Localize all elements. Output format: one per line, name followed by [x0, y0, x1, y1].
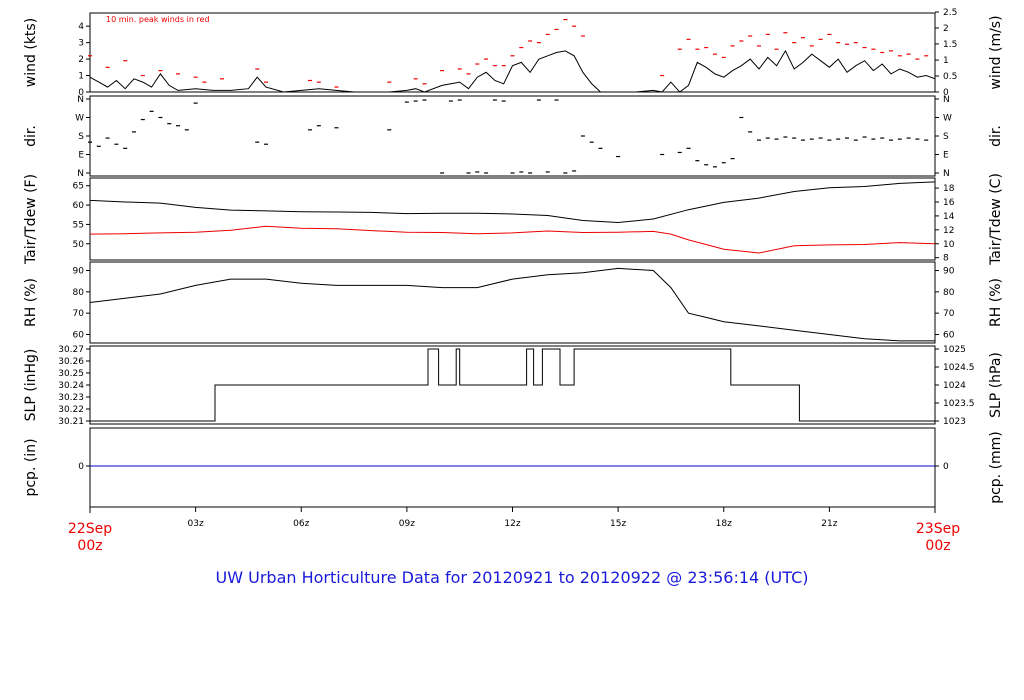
xtick-label: 06z	[293, 519, 309, 529]
pressure-ytick-label-right: 1023	[943, 417, 966, 427]
humidity-ytick-label-right: 90	[943, 267, 955, 277]
pressure-ytick-label-left: 30.25	[58, 369, 84, 379]
temperature-ylabel-left: Tair/Tdew (F)	[23, 174, 39, 265]
pressure-ytick-label-left: 30.21	[58, 417, 84, 427]
precipitation-ylabel-left: pcp. (in)	[23, 438, 39, 496]
xtick-label: 12z	[504, 519, 520, 529]
pressure-ytick-label-left: 30.26	[58, 357, 84, 367]
pressure-ytick-label-right: 1025	[943, 345, 966, 355]
temperature-ytick-label-right: 16	[943, 198, 955, 208]
temperature-ytick-label-right: 14	[943, 212, 955, 222]
direction-ytick-label-right: E	[943, 151, 949, 161]
xtick-label: 09z	[399, 519, 415, 529]
precipitation-ytick-label-right: 0	[943, 462, 949, 472]
direction-ylabel-right: dir.	[988, 125, 1004, 147]
air-temperature-line	[89, 181, 936, 224]
xtick-label: 03z	[188, 519, 204, 529]
humidity-ylabel-left: RH (%)	[23, 278, 39, 327]
xtick-label: 21z	[821, 519, 837, 529]
xtick-label: 15z	[610, 519, 626, 529]
pressure-ytick-label-left: 30.24	[58, 381, 84, 391]
precipitation-panel-frame	[89, 427, 936, 508]
humidity-ytick-label-right: 70	[943, 309, 955, 319]
start-date-label: 22Sep	[68, 521, 112, 537]
precipitation-ylabel-right: pcp. (mm)	[988, 431, 1004, 504]
humidity-ytick-label-left: 60	[73, 330, 85, 340]
precipitation-ytick-label-left: 0	[78, 462, 84, 472]
direction-ytick-label-left: N	[77, 95, 84, 105]
wind-ytick-label-right: 1.5	[943, 40, 957, 50]
temperature-ytick-label-right: 8	[943, 254, 949, 264]
wind-ytick-label-right: 2	[943, 24, 949, 34]
humidity-ytick-label-right: 80	[943, 288, 955, 298]
direction-panel-frame	[89, 95, 936, 177]
pressure-ytick-label-left: 30.23	[58, 393, 84, 403]
temperature-ytick-label-left: 55	[73, 220, 84, 230]
pressure-ytick-label-left: 30.22	[58, 405, 84, 415]
start-time-label: 00z	[77, 538, 102, 554]
direction-ytick-label-right: N	[943, 95, 950, 105]
pressure-ytick-label-right: 1024.5	[943, 363, 975, 373]
temperature-ytick-label-right: 12	[943, 226, 954, 236]
wind-ytick-label-left: 4	[78, 22, 84, 32]
humidity-ytick-label-left: 70	[73, 309, 85, 319]
humidity-ytick-label-left: 90	[73, 267, 85, 277]
end-time-label: 00z	[925, 538, 950, 554]
wind-ylabel-left: wind (kts)	[23, 18, 39, 87]
wind-ytick-label-right: 0.5	[943, 72, 957, 82]
wind-ytick-label-right: 2.5	[943, 8, 957, 18]
humidity-panel-frame	[89, 261, 936, 344]
wind-ytick-label-right: 1	[943, 56, 949, 66]
pressure-ylabel-left: SLP (inHg)	[23, 349, 39, 422]
humidity-ylabel-right: RH (%)	[988, 278, 1004, 327]
temperature-panel-frame	[89, 177, 936, 261]
humidity-ytick-label-left: 80	[73, 288, 85, 298]
temperature-ytick-label-right: 18	[943, 184, 955, 194]
direction-ytick-label-right: W	[943, 114, 952, 124]
pressure-ytick-label-right: 1024	[943, 381, 966, 391]
wind-panel-frame	[89, 12, 936, 93]
temperature-ytick-label-left: 65	[73, 182, 84, 192]
wind-ytick-label-left: 0	[78, 88, 84, 98]
temperature-ytick-label-left: 50	[73, 240, 85, 250]
humidity-ytick-label-right: 60	[943, 330, 955, 340]
temperature-ylabel-right: Tair/Tdew (C)	[988, 173, 1004, 266]
pressure-line	[90, 348, 935, 422]
wind-line	[89, 49, 936, 93]
page-title: UW Urban Horticulture Data for 20120921 …	[216, 568, 809, 587]
end-date-label: 23Sep	[916, 521, 960, 537]
temperature-ytick-label-left: 60	[73, 201, 85, 211]
wind-ytick-label-right: 0	[943, 88, 949, 98]
pressure-ytick-label-left: 30.27	[58, 345, 84, 355]
direction-ytick-label-right: S	[943, 132, 949, 142]
direction-ytick-label-left: E	[78, 151, 84, 161]
wind-ylabel-right: wind (m/s)	[988, 15, 1004, 89]
dewpoint-line	[89, 225, 936, 254]
xtick-label: 18z	[716, 519, 732, 529]
direction-ytick-label-left: W	[75, 114, 84, 124]
direction-ylabel-left: dir.	[23, 125, 39, 147]
temperature-ytick-label-right: 10	[943, 240, 955, 250]
wind-ytick-label-left: 3	[78, 39, 84, 49]
pressure-ytick-label-right: 1023.5	[943, 399, 975, 409]
wind-ytick-label-left: 2	[78, 55, 84, 65]
direction-ytick-label-left: S	[78, 132, 84, 142]
direction-ytick-label-right: N	[943, 169, 950, 179]
wind-ytick-label-left: 1	[78, 72, 84, 82]
pressure-ylabel-right: SLP (hPa)	[988, 352, 1004, 418]
peak-winds-note: 10 min. peak winds in red	[106, 15, 210, 24]
direction-ytick-label-left: N	[77, 169, 84, 179]
humidity-line	[89, 267, 935, 342]
